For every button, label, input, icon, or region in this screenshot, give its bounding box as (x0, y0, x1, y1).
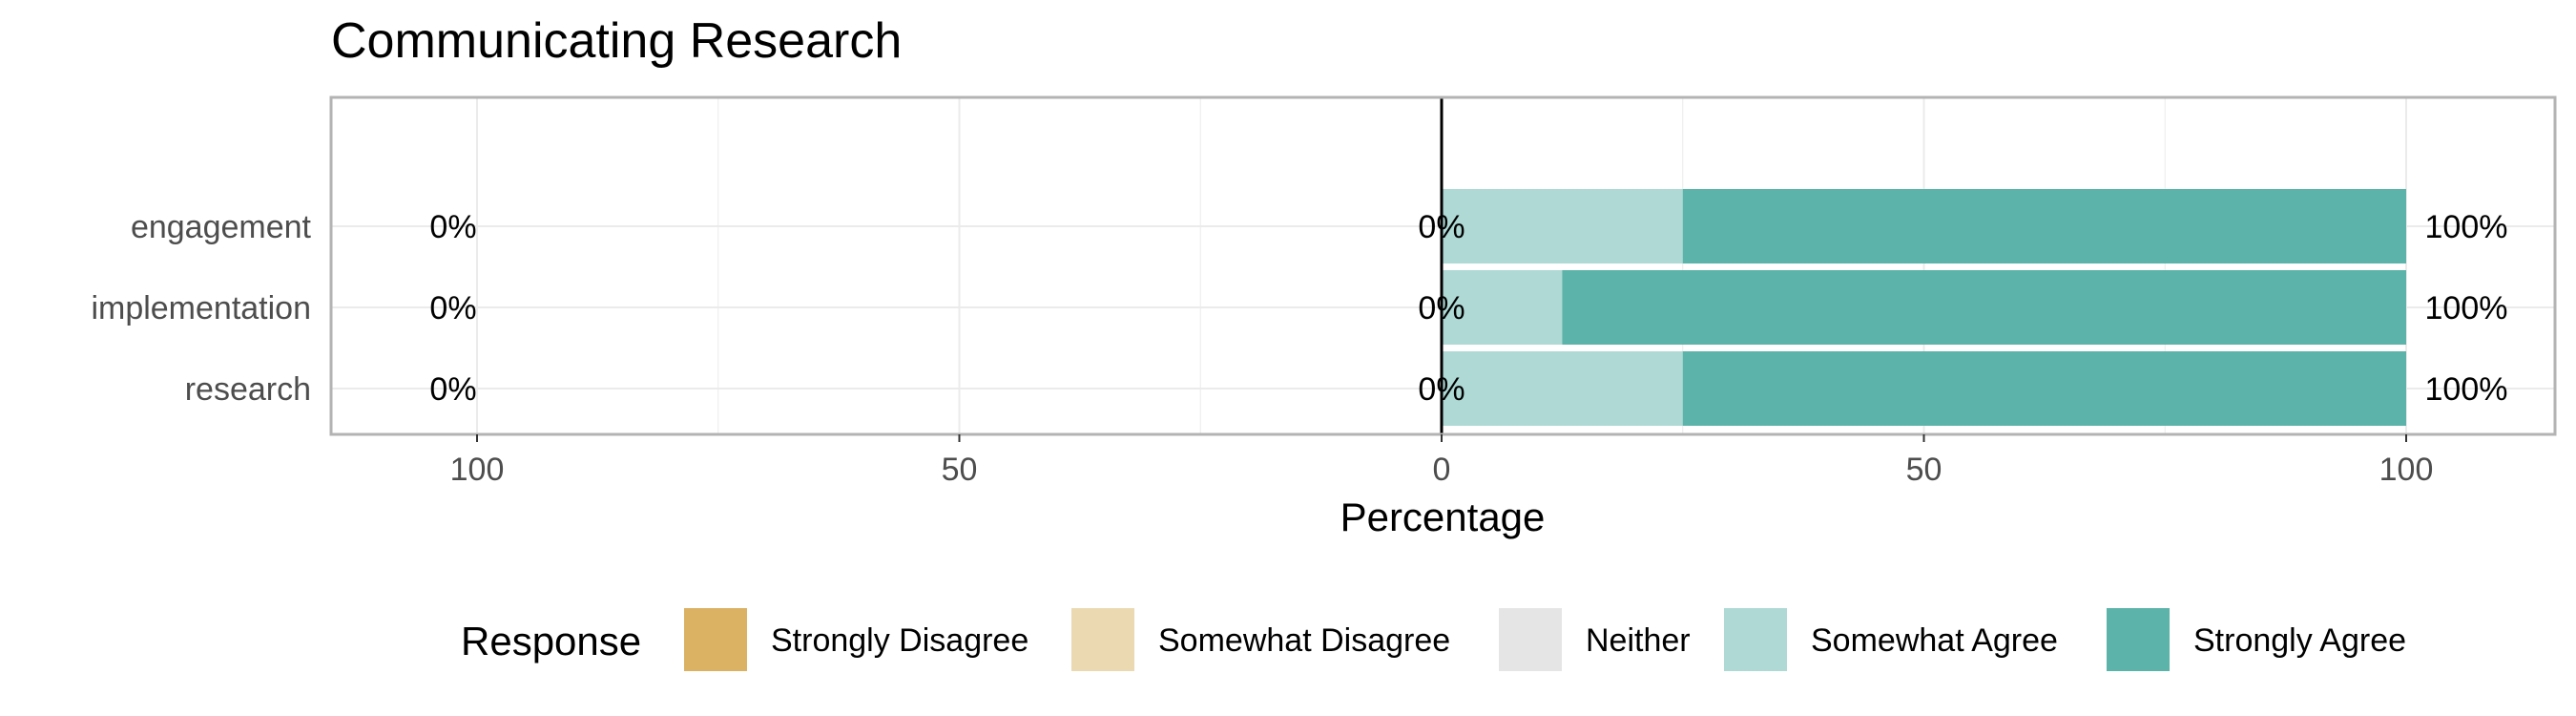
legend-label: Somewhat Disagree (1158, 622, 1450, 659)
x-tick-label: 100 (2379, 452, 2434, 488)
center-percent-label: 0% (1418, 290, 1465, 326)
legend-key-strongly-agree (2105, 606, 2171, 673)
legend: Response Strongly Disagree Somewhat Disag… (461, 606, 2406, 673)
left-percent-label: 0% (429, 371, 476, 408)
x-tick-label: 0 (1433, 452, 1451, 488)
left-percent-label: 0% (429, 290, 476, 326)
center-percent-label: 0% (1418, 209, 1465, 245)
right-percent-label: 100% (2425, 209, 2508, 245)
legend-label: Neither (1586, 622, 1691, 659)
legend-key-somewhat-agree (1722, 606, 1789, 673)
right-percent-label: 100% (2425, 290, 2508, 326)
legend-label: Somewhat Agree (1811, 622, 2058, 659)
category-label: research (185, 371, 311, 408)
bar-somewhat-agree-engagement (1442, 189, 1683, 263)
plot-border (329, 95, 2557, 436)
legend-key-somewhat-disagree (1070, 606, 1136, 673)
right-percent-label: 100% (2425, 371, 2508, 408)
legend-key-strongly-disagree (682, 606, 749, 673)
category-label: engagement (131, 209, 312, 245)
bar-strongly-agree-research (1682, 351, 2406, 426)
bar-strongly-agree-engagement (1682, 189, 2406, 263)
x-tick-label: 50 (1906, 452, 1942, 488)
category-label: implementation (91, 290, 311, 326)
left-percent-label: 0% (429, 209, 476, 245)
center-percent-label: 0% (1418, 371, 1465, 408)
legend-title: Response (461, 619, 641, 663)
legend-key-neither (1497, 606, 1564, 673)
bar-strongly-agree-implementation (1562, 270, 2406, 345)
legend-label: Strongly Disagree (771, 622, 1028, 659)
legend-label: Strongly Agree (2193, 622, 2406, 659)
x-tick-label: 50 (942, 452, 978, 488)
x-tick-label: 100 (450, 452, 505, 488)
bar-somewhat-agree-implementation (1442, 270, 1563, 345)
plot-area: engagement implementation research 0% 0% 100%… (91, 95, 2557, 488)
chart-title: Communicating Research (331, 13, 902, 69)
x-axis-title: Percentage (1340, 495, 1546, 539)
bar-somewhat-agree-research (1442, 351, 1683, 426)
